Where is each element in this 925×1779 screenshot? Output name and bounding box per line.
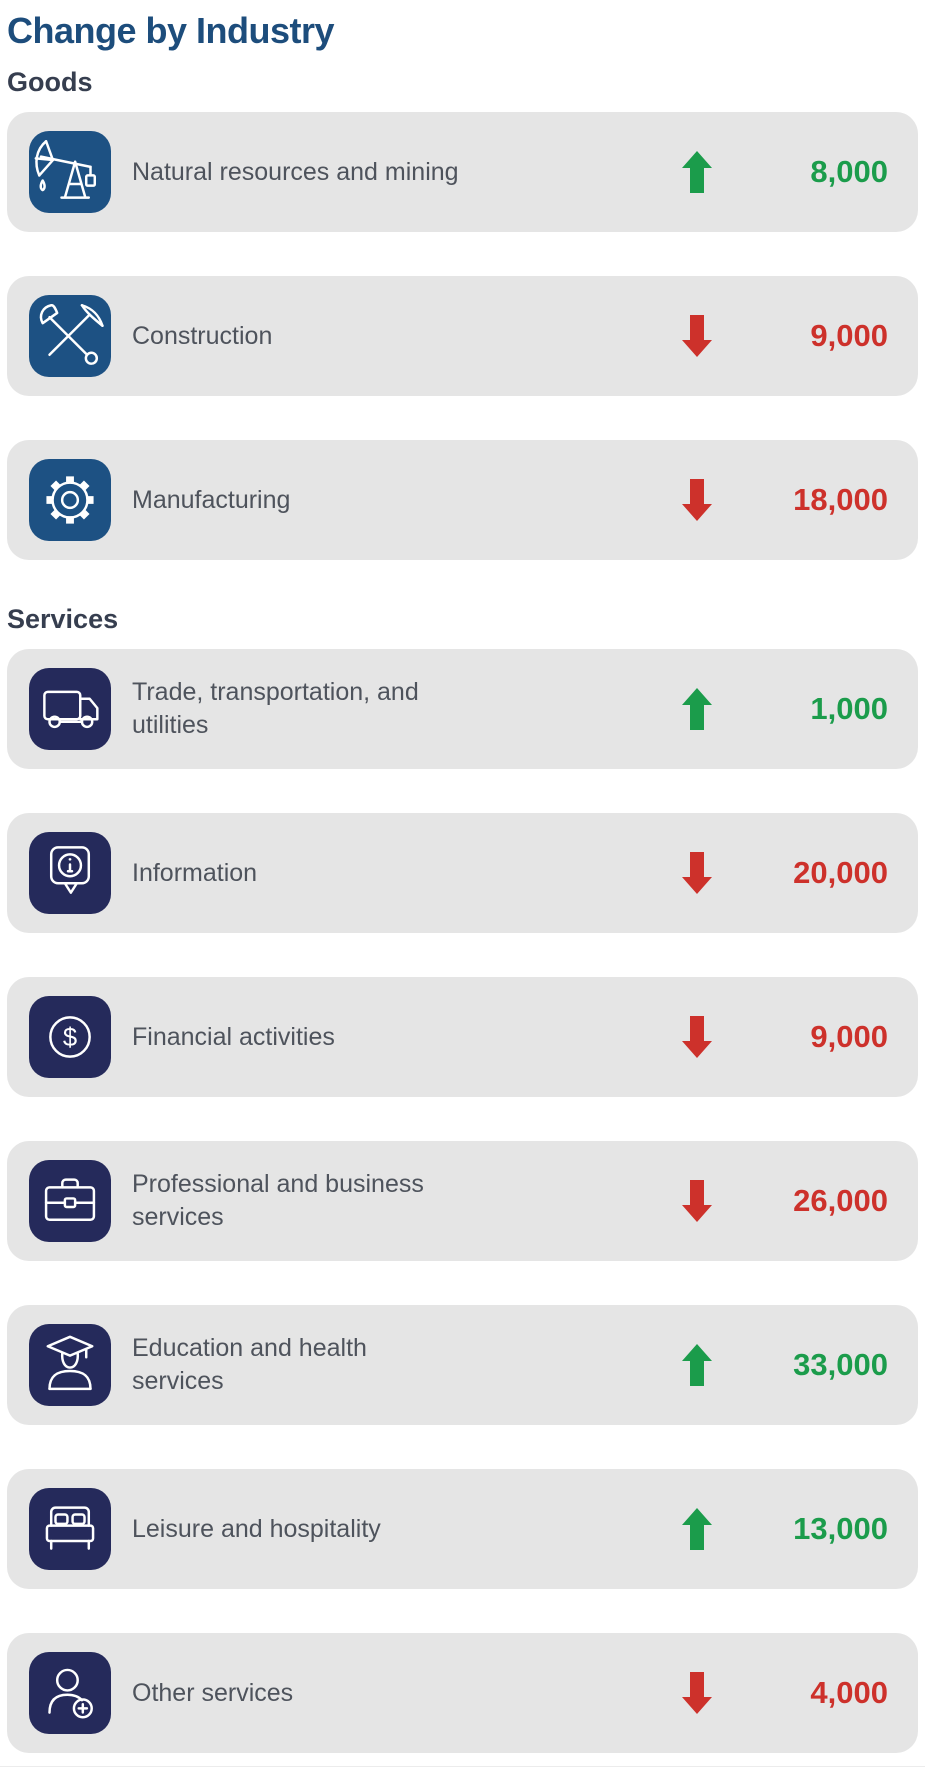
- industry-label: Construction: [132, 321, 273, 350]
- change-value: 1,000: [810, 691, 888, 727]
- change-value: 8,000: [810, 154, 888, 190]
- change-value: 4,000: [810, 1675, 888, 1711]
- down-arrow-icon: [682, 852, 712, 895]
- section-header-goods: Goods: [7, 67, 93, 98]
- up-arrow-icon: [682, 1508, 712, 1551]
- change-value: 9,000: [810, 1019, 888, 1055]
- change-value: 26,000: [793, 1183, 888, 1219]
- section-goods: Natural resources and mining 8,000 Constru…: [7, 112, 918, 561]
- dollar-circle-icon: $: [29, 996, 111, 1079]
- change-value: 20,000: [793, 855, 888, 891]
- person-plus-icon: [29, 1652, 111, 1735]
- change-value: 13,000: [793, 1511, 888, 1547]
- down-arrow-icon: [682, 315, 712, 358]
- industry-label: Trade, transportation, and utilities: [132, 677, 419, 740]
- page-title: Change by Industry: [7, 10, 335, 51]
- industry-row-information: Information 20,000: [7, 813, 918, 934]
- pumpjack-icon: [29, 131, 111, 214]
- industry-row-education-and-health-services: Education and health services 33,000: [7, 1305, 918, 1426]
- industry-row-financial-activities: $ Financial activities 9,000: [7, 977, 918, 1098]
- down-arrow-icon: [682, 1180, 712, 1223]
- section-services: Trade, transportation, and utilities 1,00…: [7, 649, 918, 1754]
- industry-label: Natural resources and mining: [132, 157, 459, 186]
- industry-label: Manufacturing: [132, 485, 291, 514]
- industry-label: Information: [132, 858, 258, 887]
- industry-row-other-services: Other services 4,000: [7, 1633, 918, 1754]
- industry-row-manufacturing: Manufacturing 18,000: [7, 440, 918, 561]
- industry-label: Financial activities: [132, 1022, 335, 1051]
- industry-row-leisure-and-hospitality: Leisure and hospitality 13,000: [7, 1469, 918, 1590]
- bottom-divider: [0, 1766, 925, 1767]
- gear-icon: [29, 459, 111, 542]
- section-header-services: Services: [7, 604, 119, 635]
- delivery-truck-icon: [29, 668, 111, 751]
- down-arrow-icon: [682, 1016, 712, 1059]
- industry-label: Leisure and hospitality: [132, 1514, 381, 1543]
- down-arrow-icon: [682, 479, 712, 522]
- up-arrow-icon: [682, 688, 712, 731]
- info-bubble-icon: [29, 832, 111, 915]
- industry-row-trade-transportation-and-utilities: Trade, transportation, and utilities 1,00…: [7, 649, 918, 770]
- industry-label: Professional and business services: [132, 1169, 424, 1232]
- industry-label: Education and health services: [132, 1333, 367, 1396]
- change-value: 18,000: [793, 482, 888, 518]
- shovel-pickaxe-icon: [29, 295, 111, 378]
- industry-row-professional-and-business-services: Professional and business services 26,000: [7, 1141, 918, 1262]
- graduate-icon: [29, 1324, 111, 1407]
- industry-sections: Goods Natural resources and mining 8,000 Co…: [7, 67, 918, 1754]
- industry-label: Other services: [132, 1678, 294, 1707]
- svg-text:$: $: [63, 1024, 77, 1052]
- industry-row-natural-resources-and-mining: Natural resources and mining 8,000: [7, 112, 918, 233]
- bed-icon: [29, 1488, 111, 1571]
- briefcase-icon: [29, 1160, 111, 1243]
- down-arrow-icon: [682, 1672, 712, 1715]
- up-arrow-icon: [682, 1344, 712, 1387]
- industry-row-construction: Construction 9,000: [7, 276, 918, 397]
- change-value: 9,000: [810, 318, 888, 354]
- up-arrow-icon: [682, 151, 712, 194]
- change-value: 33,000: [793, 1347, 888, 1383]
